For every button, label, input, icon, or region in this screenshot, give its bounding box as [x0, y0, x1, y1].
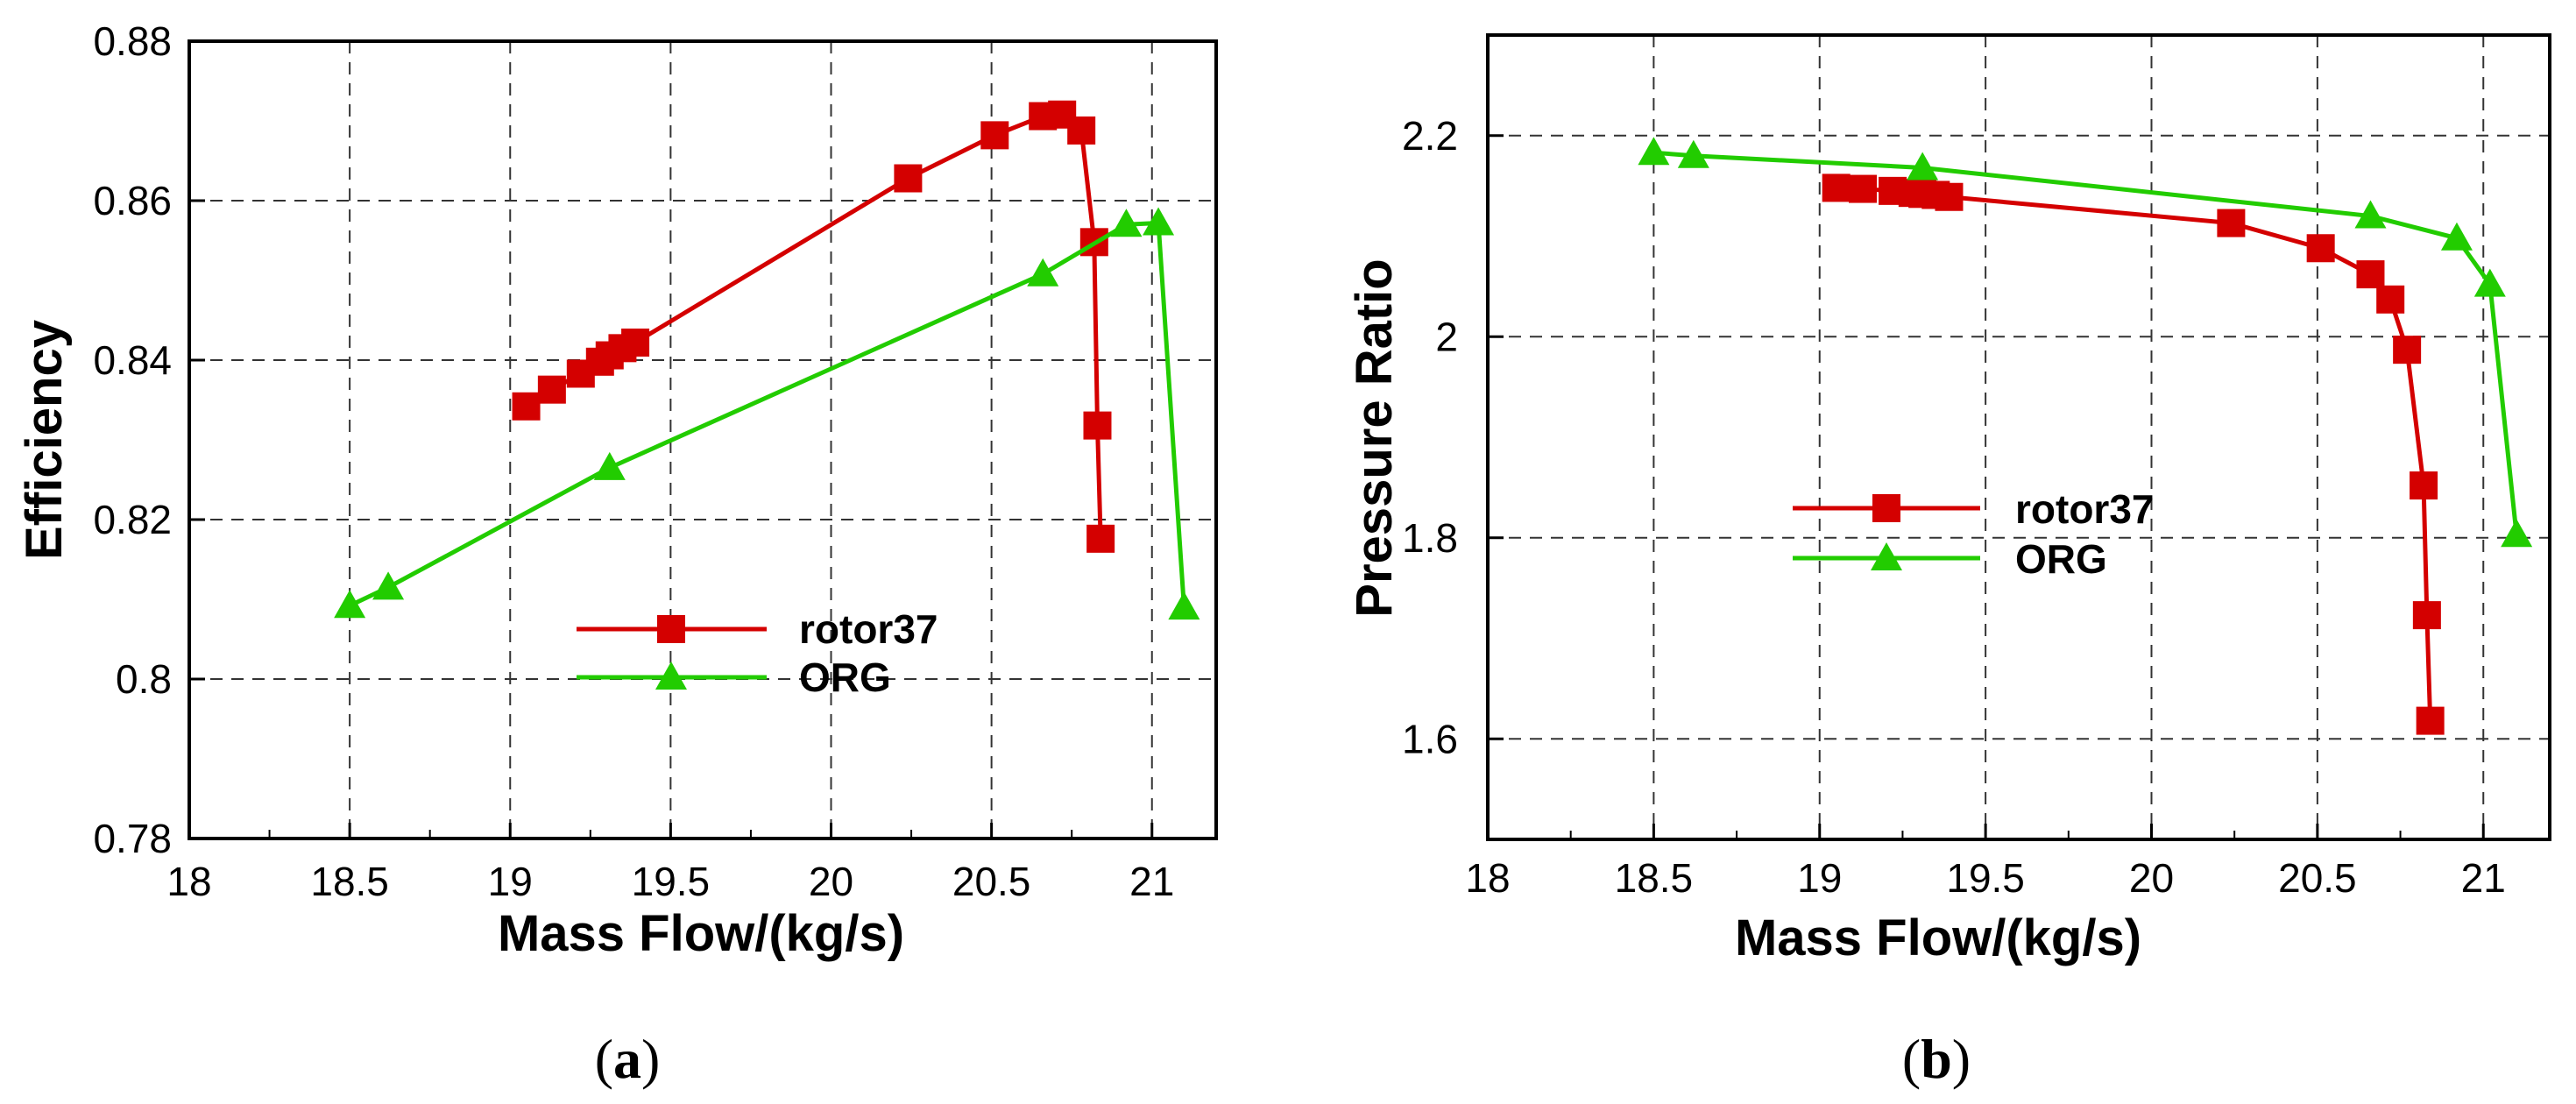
- x-tick-label: 21: [2461, 855, 2506, 901]
- data-point-rotor37: [980, 121, 1009, 150]
- series-line-rotor37: [1836, 185, 2433, 721]
- legend-b-org-label: ORG: [2015, 536, 2107, 582]
- series-a: [334, 100, 1200, 620]
- data-point-org: [2440, 222, 2473, 251]
- y-tick-label: 0.82: [93, 497, 172, 542]
- legend-a-rotor37-marker: [657, 615, 685, 643]
- legend-b-rotor37-marker: [1872, 494, 1900, 522]
- data-point-org: [1677, 139, 1709, 168]
- chart-panel-a: 18 18.5 19 19.5 20 20.5 21 0.78 0.8 0.82 0.84 0.86 0…: [16, 18, 1218, 1090]
- data-point-rotor37: [2412, 601, 2441, 630]
- data-point-rotor37: [1086, 524, 1115, 553]
- legend-a-org-marker: [655, 662, 687, 690]
- y-tick-label: 0.78: [93, 816, 172, 861]
- data-point-rotor37: [2356, 260, 2385, 289]
- data-point-rotor37: [2217, 209, 2246, 237]
- x-tick-label: 20.5: [2278, 855, 2357, 901]
- y-tick-label: 0.86: [93, 178, 172, 223]
- data-point-org: [2354, 200, 2387, 229]
- data-point-org: [1907, 152, 1939, 180]
- data-point-org: [334, 590, 366, 619]
- data-point-org: [1168, 591, 1200, 620]
- legend-a: rotor37 ORG: [577, 606, 938, 700]
- data-point-rotor37: [1848, 174, 1877, 203]
- data-point-rotor37: [894, 164, 923, 193]
- panel-label-b-letter: b: [1921, 1028, 1952, 1090]
- legend-b: rotor37 ORG: [1793, 486, 2154, 582]
- ylabel-a: Efficiency: [16, 320, 73, 560]
- chart-panel-b: 18 18.5 19 19.5 20 20.5 21 1.6 1.8 2 2.2 rotor37 O…: [1346, 33, 2551, 1090]
- data-point-org: [1110, 209, 1143, 237]
- data-point-rotor37: [2416, 706, 2445, 735]
- plot-frame-b: [1486, 33, 2551, 841]
- xlabel-b: Mass Flow/(kg/s): [1735, 909, 2141, 966]
- x-tick-label: 20: [2129, 855, 2174, 901]
- data-point-org: [1143, 207, 1175, 236]
- panel-label-a-letter: a: [613, 1028, 641, 1090]
- panel-label-b: (b): [1902, 1028, 1971, 1090]
- y-tick-label: 0.84: [93, 337, 172, 383]
- y-tick-label: 1.8: [1402, 515, 1458, 561]
- data-point-org: [372, 571, 405, 600]
- data-point-rotor37: [512, 392, 541, 421]
- data-point-rotor37: [2393, 336, 2422, 364]
- legend-b-org-marker: [1871, 542, 1902, 570]
- x-tick-label: 20: [809, 859, 853, 904]
- grid-b: [1488, 35, 2550, 839]
- x-tick-label: 18.5: [310, 859, 389, 904]
- data-point-org: [2473, 268, 2506, 297]
- data-point-org: [1638, 137, 1670, 166]
- y-tick-label: 0.88: [93, 18, 172, 64]
- x-tick-label: 18.5: [1615, 855, 1694, 901]
- y-tick-label: 0.8: [116, 656, 172, 702]
- data-point-org: [2501, 519, 2533, 548]
- data-point-rotor37: [1067, 116, 1096, 145]
- legend-a-org-label: ORG: [799, 655, 891, 700]
- ylabel-b: Pressure Ratio: [1346, 258, 1403, 617]
- x-tick-label: 19.5: [1946, 855, 2025, 901]
- data-point-rotor37: [1822, 173, 1851, 202]
- data-point-org: [593, 451, 626, 480]
- x-tick-label: 19.5: [632, 859, 711, 904]
- plot-frame-a: [188, 39, 1218, 840]
- y-tick-label: 1.6: [1402, 716, 1458, 761]
- legend-a-rotor37-label: rotor37: [799, 606, 938, 652]
- x-tick-label: 21: [1129, 859, 1174, 904]
- xlabel-a: Mass Flow/(kg/s): [498, 905, 904, 962]
- panel-label-a: (a): [595, 1028, 661, 1090]
- data-point-rotor37: [1935, 182, 1964, 211]
- x-tick-label: 20.5: [952, 859, 1031, 904]
- grid-a: [189, 41, 1216, 839]
- legend-b-rotor37-label: rotor37: [2015, 486, 2154, 532]
- data-point-rotor37: [2410, 471, 2438, 500]
- x-tick-label: 19: [1797, 855, 1842, 901]
- ticks-b: 18 18.5 19 19.5 20 20.5 21 1.6 1.8 2 2.2: [1402, 113, 2506, 901]
- y-tick-label: 2.2: [1402, 113, 1458, 159]
- data-point-rotor37: [537, 375, 566, 404]
- x-tick-label: 18: [1465, 855, 1510, 901]
- data-point-rotor37: [2306, 234, 2335, 263]
- x-tick-label: 18: [166, 859, 211, 904]
- ticks-a: 18 18.5 19 19.5 20 20.5 21 0.78 0.8 0.82 0.84 0.86 0…: [93, 18, 1174, 904]
- x-tick-label: 19: [488, 859, 533, 904]
- data-point-rotor37: [1083, 411, 1112, 440]
- series-b: [1638, 137, 2533, 735]
- y-tick-label: 2: [1435, 314, 1458, 359]
- data-point-rotor37: [2376, 285, 2405, 314]
- data-point-org: [1027, 258, 1059, 287]
- series-line-org: [349, 220, 1186, 608]
- data-point-rotor37: [621, 328, 650, 357]
